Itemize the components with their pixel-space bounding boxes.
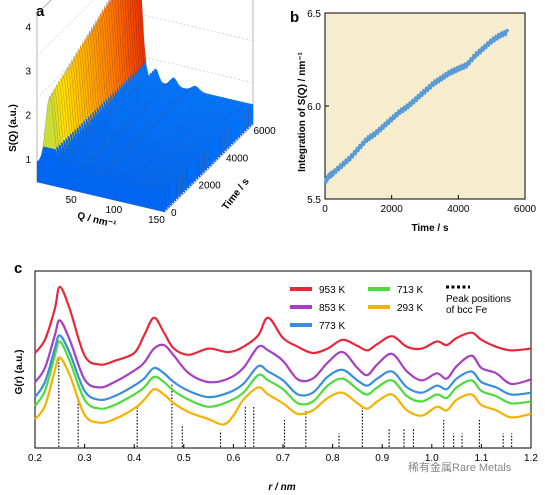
panel-c-series-293-k [34, 356, 532, 426]
panel-a-y-tick: 4000 [226, 153, 249, 164]
panel-c-x-tick: 0.3 [78, 453, 92, 464]
panel-c-x-tick: 0.9 [375, 453, 389, 464]
legend-label: 773 K [319, 321, 345, 332]
panel-a-x-tick: 100 [105, 205, 122, 216]
back-grid-line [124, 10, 254, 41]
panel-c-line-chart: c 0.2 0.3 0.4 0.5 0.6 0.7 0.8 0.9 1.0 1.1 1.2 r / … [14, 260, 538, 493]
panel-c-x-tick: 0.7 [276, 453, 290, 464]
panel-c-series-953-k [34, 285, 532, 366]
panel-a-z-tick: 4 [25, 22, 31, 33]
legend-label: 953 K [319, 285, 345, 296]
panel-a-z-tick: 3 [25, 66, 31, 77]
panel-a-y-tick: 0 [171, 208, 177, 219]
back-grid-line [124, 52, 254, 83]
panel-c-series-853-k [34, 319, 532, 389]
panel-a-z-tick: 2 [25, 111, 31, 122]
legend-label: 293 K [397, 303, 423, 314]
legend-peak-label: Peak positions [446, 294, 511, 305]
panel-b-y-tick: 5.5 [307, 195, 321, 206]
panel-a-y-tick: 6000 [254, 126, 277, 137]
panel-c-x-tick: 1.1 [474, 453, 488, 464]
panel-c-legend: 953 K 853 K 773 K 713 K 293 K Peak positionso… [290, 285, 511, 332]
panel-c-series-773-k [34, 334, 532, 402]
panel-b-y-tick: 6.5 [307, 9, 321, 20]
panel-a-ticks: 1 2 3 4 50 100 150 0 2000 4000 6000 [25, 22, 276, 226]
panel-b-x-tick: 4000 [447, 204, 470, 215]
panel-b-x-tick: 0 [322, 204, 328, 215]
panel-c-x-tick: 1.0 [425, 453, 439, 464]
panel-a-x-tick: 50 [66, 195, 78, 206]
panel-a-y-tick: 2000 [199, 181, 222, 192]
panel-c-ylabel: G(r) (a.u.) [14, 350, 25, 395]
panel-a-surface [36, 0, 254, 213]
panel-c-series-713-k [34, 340, 532, 410]
panel-b-y-tick: 6.0 [307, 102, 321, 113]
panel-a-ylabel: Time / s [220, 176, 252, 212]
panel-a-x-tick: 150 [148, 215, 165, 226]
legend-peak-label: of bcc Fe [446, 305, 488, 316]
panel-c-x-tick: 0.6 [226, 453, 240, 464]
panel-b-x-tick: 6000 [514, 204, 537, 215]
surface-slice-base [37, 146, 165, 212]
panel-label-b: b [290, 9, 299, 26]
panel-label-c: c [14, 260, 22, 277]
panel-c-x-tick: 0.4 [127, 453, 141, 464]
watermark: 稀有金属Rare Metals [408, 460, 512, 474]
panel-b-xlabel: Time / s [411, 223, 448, 234]
panel-label-a: a [36, 3, 45, 20]
legend-label: 853 K [319, 303, 345, 314]
panel-c-xlabel: r / nm [268, 482, 295, 493]
panel-c-x-tick: 0.5 [177, 453, 191, 464]
panel-b-line-chart: b 0 2000 4000 6000 5.5 6.0 6.5 Time / s Integr… [290, 9, 537, 234]
legend-label: 713 K [397, 285, 423, 296]
panel-a-zlabel: S(Q) (a.u.) [8, 104, 19, 152]
panel-c-x-tick: 0.8 [326, 453, 340, 464]
panel-b-x-tick: 2000 [381, 204, 404, 215]
panel-b-ylabel: Integration of S(Q) / nm⁻¹ [297, 51, 308, 171]
panel-c-x-tick: 1.2 [524, 453, 538, 464]
panel-b-series-line [323, 28, 510, 185]
panel-c-plot: 0.2 0.3 0.4 0.5 0.6 0.7 0.8 0.9 1.0 1.1 1.2 [28, 270, 538, 464]
panel-a-z-tick: 1 [25, 155, 31, 166]
left-grid-line [36, 0, 94, 57]
panel-b-plot: 0 2000 4000 6000 5.5 6.0 6.5 [307, 9, 536, 215]
panel-c-x-tick: 0.2 [28, 453, 42, 464]
